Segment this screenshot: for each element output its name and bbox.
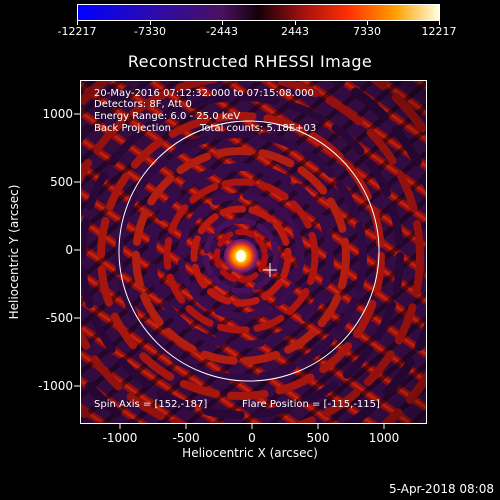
y-axis-label: Heliocentric Y (arcsec) xyxy=(7,184,21,320)
y-tick-label: 500 xyxy=(50,175,73,189)
colorbar xyxy=(77,4,440,21)
colorbar-tick-label: -7330 xyxy=(134,25,166,38)
x-axis-ticks xyxy=(119,424,385,429)
colorbar-tick xyxy=(439,21,440,25)
y-tick-label: -1000 xyxy=(38,379,73,393)
y-tick-label: 0 xyxy=(65,243,73,257)
y-tick-label: 1000 xyxy=(42,107,73,121)
algorithm-label: Back Projection xyxy=(94,123,171,134)
energy-range: Energy Range: 6.0 - 25.0 keV xyxy=(94,111,241,122)
colorbar-tick xyxy=(150,21,151,25)
image-title: Reconstructed RHESSI Image xyxy=(127,52,373,71)
colorbar-tick xyxy=(295,21,296,25)
x-tick-label: 1000 xyxy=(368,431,400,445)
spin-axis: Spin Axis = [152,-187] xyxy=(94,399,208,410)
colorbar-tick-label: 7330 xyxy=(353,25,381,38)
rhessi-image xyxy=(80,80,427,424)
colorbar-tick xyxy=(77,21,78,25)
footer-timestamp: 5-Apr-2018 08:08 xyxy=(389,482,494,496)
y-axis-ticks xyxy=(74,113,80,387)
colorbar-tick xyxy=(367,21,368,25)
x-tick-label: 0 xyxy=(248,431,256,445)
colorbar-tick-label: 12217 xyxy=(421,25,457,38)
detectors-info: Detectors: 8F, Att 0 xyxy=(94,99,192,110)
x-axis-label: Heliocentric X (arcsec) xyxy=(182,446,318,460)
observation-time: 20-May-2016 07:12:32.000 to 07:15:08.000 xyxy=(94,88,314,99)
x-tick-label: -500 xyxy=(172,431,200,445)
x-tick-label: -1000 xyxy=(102,431,138,445)
y-tick-label: -500 xyxy=(45,311,73,325)
x-tick-label: 500 xyxy=(306,431,330,445)
total-counts: Total counts: 5.18E+03 xyxy=(200,123,317,134)
colorbar-tick xyxy=(222,21,223,25)
flare-position: Flare Position = [-115,-115] xyxy=(242,399,380,410)
colorbar-tick-label: 2443 xyxy=(281,25,309,38)
colorbar-tick-label: -2443 xyxy=(206,25,238,38)
colorbar-tick-label: -12217 xyxy=(57,25,97,38)
